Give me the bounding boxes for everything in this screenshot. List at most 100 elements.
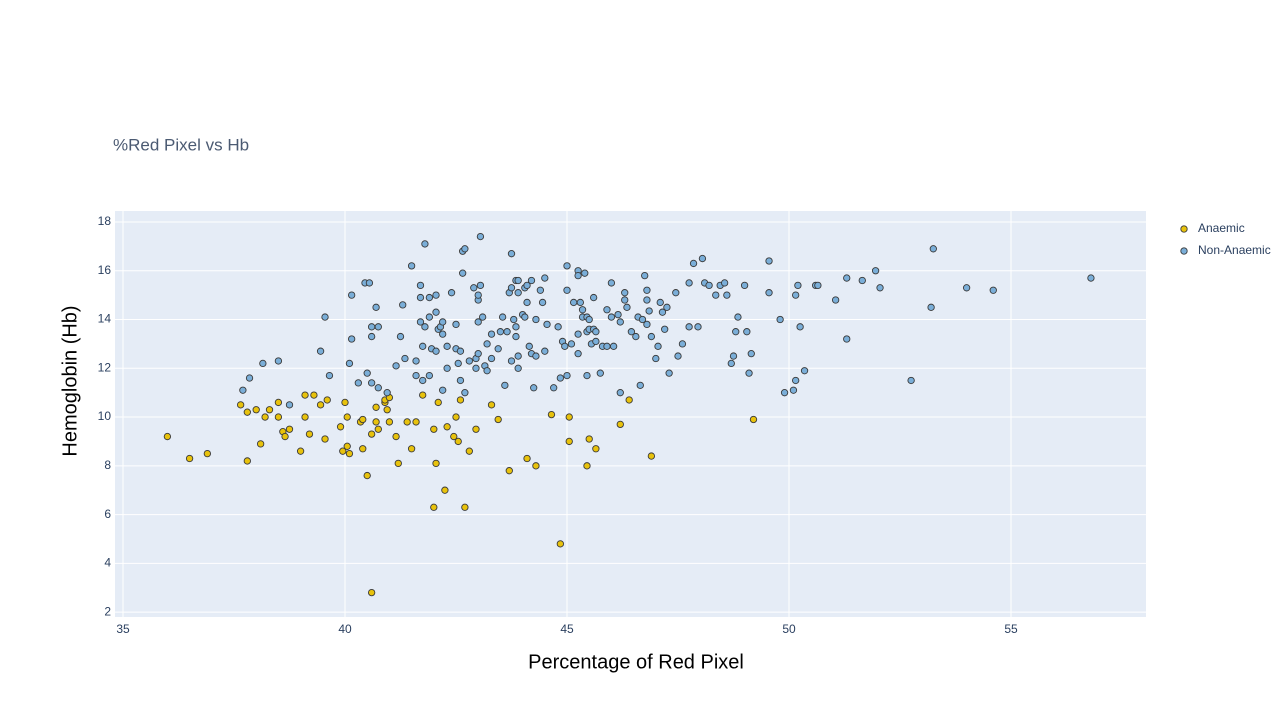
x-tick-label: 40 bbox=[338, 622, 352, 636]
point bbox=[512, 323, 520, 331]
point bbox=[747, 349, 755, 358]
point bbox=[439, 330, 447, 338]
point bbox=[585, 315, 593, 324]
point bbox=[596, 369, 604, 377]
point bbox=[274, 398, 283, 407]
point bbox=[432, 291, 440, 299]
point bbox=[723, 291, 731, 299]
point bbox=[729, 352, 738, 360]
point bbox=[743, 328, 751, 336]
point bbox=[476, 281, 485, 290]
point bbox=[536, 286, 545, 294]
point bbox=[470, 284, 478, 292]
point bbox=[345, 449, 354, 458]
point bbox=[185, 454, 194, 463]
point bbox=[672, 289, 680, 297]
point bbox=[636, 381, 644, 389]
point bbox=[348, 291, 356, 299]
point bbox=[749, 415, 758, 424]
point bbox=[454, 437, 462, 446]
point bbox=[396, 332, 405, 341]
point bbox=[514, 352, 522, 360]
x-tick-label: 45 bbox=[560, 622, 574, 636]
point bbox=[638, 315, 647, 324]
point bbox=[416, 318, 425, 326]
point bbox=[412, 418, 420, 426]
point bbox=[163, 432, 172, 441]
point bbox=[265, 406, 274, 414]
point bbox=[563, 371, 571, 380]
point bbox=[419, 342, 427, 350]
point bbox=[583, 371, 591, 380]
point bbox=[547, 410, 556, 419]
point bbox=[550, 384, 558, 392]
point bbox=[565, 437, 573, 446]
point bbox=[474, 318, 482, 326]
point bbox=[447, 289, 456, 297]
point bbox=[407, 262, 416, 270]
point bbox=[794, 281, 802, 290]
point bbox=[459, 269, 467, 277]
point bbox=[603, 342, 611, 350]
point bbox=[589, 293, 598, 302]
point bbox=[259, 359, 267, 368]
y-tick-label: 2 bbox=[104, 604, 111, 618]
point bbox=[563, 286, 571, 294]
point bbox=[416, 293, 425, 302]
point bbox=[831, 296, 840, 304]
point bbox=[623, 303, 631, 311]
point bbox=[439, 386, 447, 394]
point bbox=[274, 413, 283, 421]
point bbox=[574, 271, 582, 280]
point bbox=[394, 459, 402, 468]
point bbox=[274, 357, 283, 365]
point bbox=[372, 303, 380, 311]
point bbox=[365, 279, 374, 287]
point bbox=[285, 401, 294, 409]
y-tick-label: 10 bbox=[98, 409, 112, 423]
point bbox=[765, 257, 773, 265]
point bbox=[643, 320, 651, 329]
point bbox=[301, 413, 309, 421]
legend-marker bbox=[1180, 225, 1188, 233]
point bbox=[343, 442, 351, 450]
point bbox=[607, 279, 616, 287]
point bbox=[374, 384, 382, 392]
point bbox=[367, 379, 376, 387]
point bbox=[487, 354, 496, 363]
point bbox=[494, 415, 502, 424]
point bbox=[483, 340, 491, 348]
point bbox=[556, 374, 564, 382]
point bbox=[421, 323, 429, 331]
point bbox=[929, 245, 937, 253]
y-tick-label: 18 bbox=[98, 214, 112, 228]
point bbox=[621, 289, 629, 297]
point bbox=[694, 323, 702, 331]
point bbox=[407, 445, 416, 453]
point bbox=[374, 323, 382, 331]
point bbox=[243, 408, 251, 416]
point bbox=[252, 406, 260, 414]
point bbox=[685, 279, 693, 287]
point bbox=[367, 332, 376, 341]
point bbox=[843, 335, 851, 343]
point bbox=[663, 303, 671, 311]
point bbox=[632, 332, 640, 341]
point bbox=[712, 291, 720, 299]
point bbox=[403, 418, 411, 426]
point bbox=[494, 345, 502, 353]
point bbox=[452, 320, 460, 329]
point bbox=[323, 396, 331, 404]
point bbox=[285, 425, 294, 433]
point bbox=[339, 447, 347, 455]
point bbox=[796, 323, 804, 331]
point bbox=[532, 315, 540, 324]
point bbox=[643, 296, 651, 304]
y-tick-label: 4 bbox=[104, 556, 111, 570]
point bbox=[305, 430, 314, 438]
point bbox=[372, 418, 380, 426]
point bbox=[792, 376, 800, 385]
point bbox=[345, 359, 354, 368]
point bbox=[450, 432, 458, 441]
point bbox=[383, 406, 391, 414]
